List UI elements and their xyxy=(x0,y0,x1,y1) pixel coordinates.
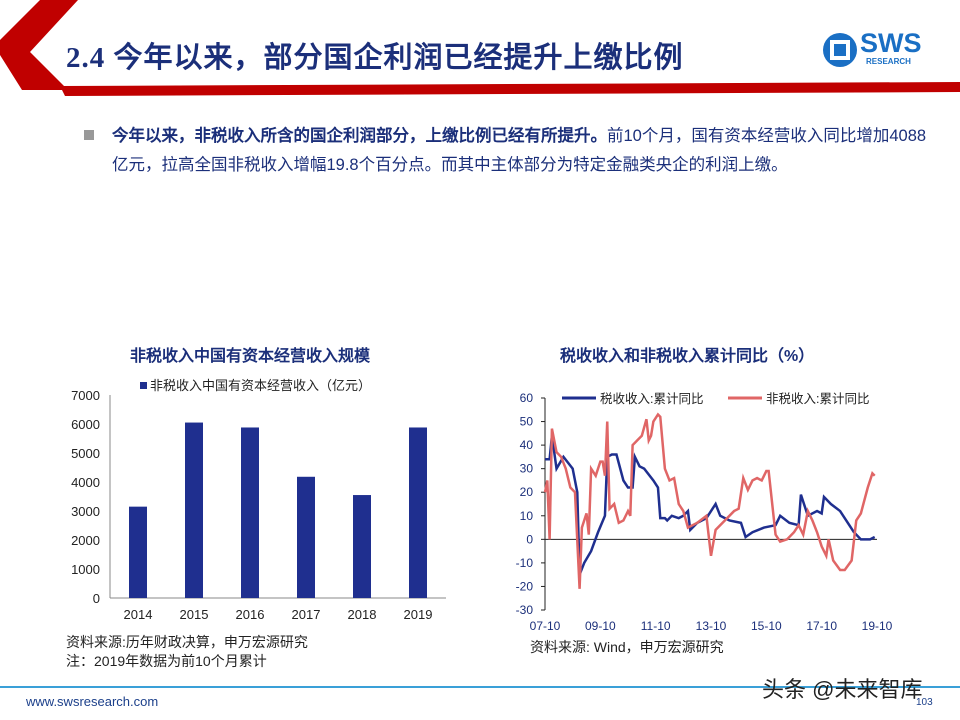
x-tick-label: 2015 xyxy=(180,607,209,620)
y-tick-label: -30 xyxy=(516,603,534,617)
x-tick-label: 09-10 xyxy=(585,619,616,633)
legend-label: 非税收入:累计同比 xyxy=(766,392,869,406)
legend-label: 税收收入:累计同比 xyxy=(600,392,703,406)
footer-divider xyxy=(0,686,960,688)
y-tick-label: 60 xyxy=(520,391,534,405)
y-tick-label: 30 xyxy=(520,462,534,476)
x-tick-label: 15-10 xyxy=(751,619,782,633)
series-line xyxy=(543,412,876,589)
y-tick-label: 10 xyxy=(520,509,534,523)
bar xyxy=(409,427,427,598)
y-tick-label: 4000 xyxy=(71,475,100,490)
y-tick-label: -20 xyxy=(516,579,534,593)
sws-logo: SWS RESEARCH xyxy=(822,26,942,76)
y-tick-label: 50 xyxy=(520,415,534,429)
header-decoration xyxy=(0,0,960,96)
body-paragraph: 今年以来，非税收入所含的国企利润部分，上缴比例已经有所提升。前10个月，国有资本… xyxy=(112,122,932,180)
x-tick-label: 2014 xyxy=(124,607,153,620)
bar-source: 资料来源:历年财政决算，申万宏源研究 xyxy=(66,634,308,650)
bar xyxy=(129,506,147,598)
legend-label: 非税收入中国有资本经营收入（亿元） xyxy=(150,378,371,393)
bullet-icon xyxy=(84,130,94,140)
x-tick-label: 2019 xyxy=(404,607,433,620)
y-tick-label: 40 xyxy=(520,438,534,452)
line-source: 资料来源: Wind，申万宏源研究 xyxy=(530,639,724,655)
x-tick-label: 19-10 xyxy=(862,619,893,633)
y-tick-label: 20 xyxy=(520,485,534,499)
bar-chart: 0 1000 2000 3000 4000 5000 6000 7000 非税收入中国有资本经营… xyxy=(71,378,446,620)
line-chart-title: 税收收入和非税收入累计同比（%） xyxy=(560,348,815,365)
x-tick-label: 2017 xyxy=(292,607,321,620)
x-tick-label: 17-10 xyxy=(806,619,837,633)
legend-swatch xyxy=(140,382,147,389)
y-tick-label: 3000 xyxy=(71,504,100,519)
x-tick-label: 2016 xyxy=(236,607,265,620)
watermark: 头条 @未来智库 xyxy=(762,677,923,702)
bar xyxy=(297,476,315,598)
y-tick-label: 7000 xyxy=(71,388,100,403)
logo-text: SWS xyxy=(860,28,922,58)
logo-icon xyxy=(823,33,857,67)
body-rest: 前10个月，国有资本经营收入同比增加4088亿元，拉高全国非税收入增幅19.8个… xyxy=(112,127,927,174)
y-tick-label: 5000 xyxy=(71,446,100,461)
x-tick-label: 13-10 xyxy=(696,619,727,633)
line-chart: 60 50 40 30 20 10 0 -10 -20 -30 07-10 09-10 11-10 13-… xyxy=(516,391,893,633)
series-line xyxy=(545,435,876,576)
y-tick-label: 0 xyxy=(526,532,533,546)
page-number: 103 xyxy=(916,697,933,708)
x-tick-label: 2018 xyxy=(348,607,377,620)
x-tick-label: 07-10 xyxy=(530,619,561,633)
bar-note: 注：2019年数据为前10个月累计 xyxy=(66,653,267,669)
bar xyxy=(353,495,371,598)
y-tick-label: 2000 xyxy=(71,533,100,548)
page-title: 2.4 今年以来，部分国企利润已经提升上缴比例 xyxy=(66,42,684,74)
x-tick-label: 11-10 xyxy=(641,619,671,633)
y-tick-label: 6000 xyxy=(71,417,100,432)
y-tick-label: 0 xyxy=(93,591,100,606)
bar xyxy=(185,422,203,598)
y-tick-label: 1000 xyxy=(71,562,100,577)
logo-subtext: RESEARCH xyxy=(866,57,911,66)
y-tick-label: -10 xyxy=(516,556,534,570)
footer-url[interactable]: www.swsresearch.com xyxy=(26,694,159,709)
bar xyxy=(241,427,259,598)
body-bold: 今年以来，非税收入所含的国企利润部分，上缴比例已经有所提升。 xyxy=(112,127,607,145)
bar-chart-title: 非税收入中国有资本经营收入规模 xyxy=(130,348,371,365)
